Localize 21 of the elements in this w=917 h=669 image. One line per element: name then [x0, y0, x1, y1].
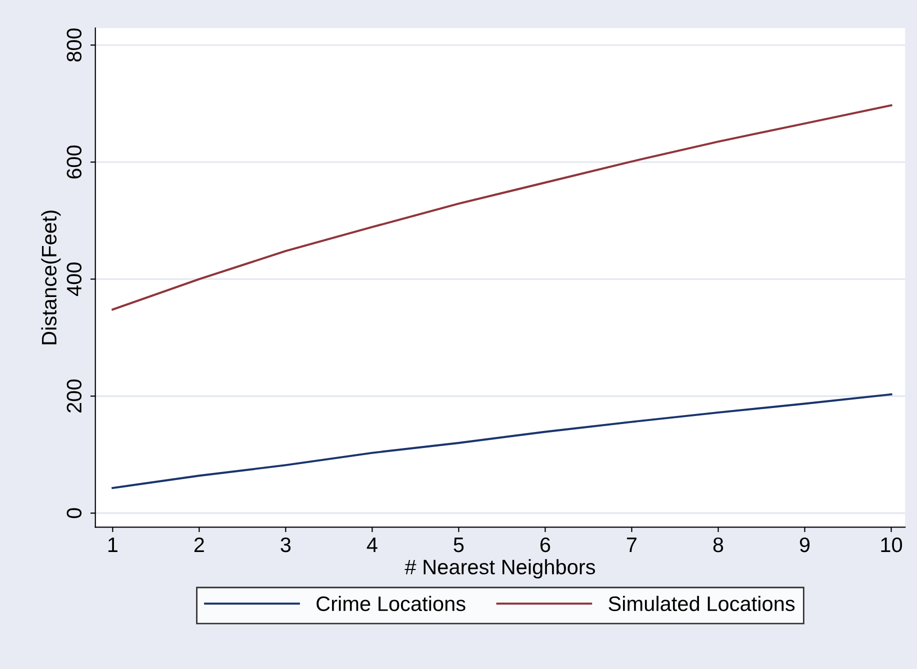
- x-tick-label: 2: [194, 537, 204, 552]
- y-tick-label: 0: [66, 508, 82, 518]
- y-tick-label: 200: [66, 380, 82, 412]
- y-axis-title: Distance(Feet): [41, 210, 61, 344]
- x-tick-label: 4: [366, 538, 378, 552]
- legend-label: Simulated Locations: [608, 596, 795, 612]
- line-series: [112, 393, 892, 490]
- x-tick-label: 3: [280, 537, 291, 552]
- x-tick-label: 1: [108, 538, 118, 552]
- y-tick-label: 800: [66, 28, 82, 62]
- y-tick-label: 400: [66, 262, 82, 296]
- x-tick-label: 6: [540, 537, 550, 552]
- x-axis-title: # Nearest Neighbors: [404, 559, 596, 579]
- line-series: [112, 104, 892, 311]
- x-tick-label: 5: [454, 538, 464, 552]
- legend-label: Crime Locations: [316, 596, 466, 612]
- x-tick-label: 10: [881, 537, 902, 552]
- x-tick-label: 8: [713, 537, 724, 552]
- x-tick-label: 9: [800, 537, 810, 552]
- y-tick-label: 600: [66, 146, 82, 178]
- x-tick-label: 7: [626, 538, 636, 552]
